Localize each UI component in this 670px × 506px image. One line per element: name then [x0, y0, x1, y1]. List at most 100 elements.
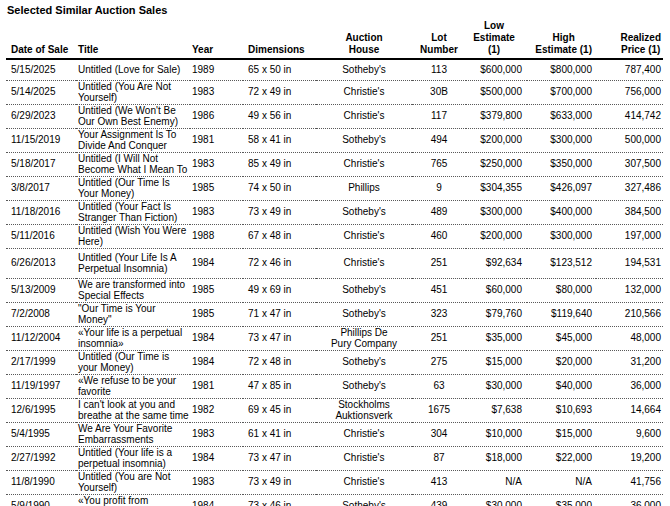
table-row: 5/9/1990 «You profit from catastrophe» 1… — [6, 495, 663, 506]
cell-high-estimate: $700,000 — [527, 81, 596, 105]
cell-year: 1985 — [190, 177, 243, 201]
cell-year: 1984 — [190, 249, 243, 279]
column-header-low-estimate: Low Estimate (1) — [466, 20, 527, 59]
cell-title: We are transformed into Special Effects — [76, 279, 190, 303]
cell-dimensions: 72 x 49 in — [243, 81, 316, 105]
column-header-realized-price: Realized Price (1) — [596, 20, 663, 59]
cell-dimensions: 47 x 85 in — [243, 375, 316, 399]
cell-year: 1989 — [190, 59, 243, 81]
cell-year: 1986 — [190, 105, 243, 129]
cell-realized-price: 14,664 — [596, 399, 663, 423]
cell-auction-house: Sotheby's — [316, 303, 412, 327]
cell-year: 1983 — [190, 471, 243, 495]
cell-realized-price: 384,500 — [596, 201, 663, 225]
cell-high-estimate: $300,000 — [527, 225, 596, 249]
cell-high-estimate: $40,000 — [527, 375, 596, 399]
cell-auction-house: Sotheby's — [316, 495, 412, 506]
cell-auction-house: Christie's — [316, 423, 412, 447]
column-header-date-of-sale: Date of Sale — [6, 20, 76, 59]
cell-realized-price: 210,566 — [596, 303, 663, 327]
cell-date-of-sale: 2/17/1999 — [6, 351, 76, 375]
column-header-label: Low Estimate (1) — [466, 20, 522, 56]
cell-year: 1983 — [190, 81, 243, 105]
cell-low-estimate: N/A — [466, 471, 527, 495]
column-header-label: Realized Price (1) — [620, 32, 661, 56]
cell-year: 1982 — [190, 399, 243, 423]
cell-low-estimate: $15,000 — [466, 351, 527, 375]
table-row: 5/11/2016 Untitled (Wish You Were Here) … — [6, 225, 663, 249]
cell-year: 1983 — [190, 423, 243, 447]
cell-lot-number: 9 — [412, 177, 466, 201]
cell-auction-house: Sotheby's — [316, 129, 412, 153]
cell-realized-price: 327,486 — [596, 177, 663, 201]
column-header-year: Year — [190, 20, 243, 59]
table-row: 6/26/2013 Untitled (Your Life Is A Perpe… — [6, 249, 663, 279]
cell-lot-number: 251 — [412, 249, 466, 279]
cell-date-of-sale: 11/8/1990 — [6, 471, 76, 495]
cell-realized-price: 41,756 — [596, 471, 663, 495]
cell-dimensions: 72 x 48 in — [243, 351, 316, 375]
cell-year: 1984 — [190, 327, 243, 351]
cell-low-estimate: $250,000 — [466, 153, 527, 177]
cell-realized-price: 787,400 — [596, 59, 663, 81]
cell-high-estimate: $426,097 — [527, 177, 596, 201]
cell-auction-house: Phillips — [316, 177, 412, 201]
cell-realized-price: 756,000 — [596, 81, 663, 105]
cell-auction-house: Christie's — [316, 81, 412, 105]
cell-lot-number: 413 — [412, 471, 466, 495]
cell-realized-price: 307,500 — [596, 153, 663, 177]
cell-dimensions: 73 x 47 in — [243, 327, 316, 351]
column-header-lot-number: Lot Number — [412, 20, 466, 59]
cell-date-of-sale: 5/18/2017 — [6, 153, 76, 177]
cell-low-estimate: $200,000 — [466, 225, 527, 249]
cell-title: I can't look at you and breathe at the s… — [76, 399, 190, 423]
cell-title: Your Assignment Is To Divide And Conquer — [76, 129, 190, 153]
cell-auction-house: Christie's — [316, 105, 412, 129]
cell-low-estimate: $304,355 — [466, 177, 527, 201]
table-row: 5/4/1995 We Are Your Favorite Embarrassm… — [6, 423, 663, 447]
column-header-title: Title — [76, 20, 190, 59]
cell-auction-house: Phillips De Pury Company — [316, 327, 412, 351]
cell-lot-number: 451 — [412, 279, 466, 303]
cell-date-of-sale: 5/15/2025 — [6, 59, 76, 81]
table-row: 2/27/1992 Untitled (Your life is a perpe… — [6, 447, 663, 471]
cell-low-estimate: $18,000 — [466, 447, 527, 471]
cell-auction-house: Sotheby's — [316, 351, 412, 375]
cell-auction-house: Sotheby's — [316, 201, 412, 225]
cell-realized-price: 197,000 — [596, 225, 663, 249]
cell-realized-price: 9,600 — [596, 423, 663, 447]
cell-dimensions: 49 x 56 in — [243, 105, 316, 129]
column-header-dimensions: Dimensions — [243, 20, 316, 59]
table-row: 11/12/2004 «Your life is a perpetual ins… — [6, 327, 663, 351]
cell-lot-number: 765 — [412, 153, 466, 177]
cell-date-of-sale: 11/18/2016 — [6, 201, 76, 225]
cell-auction-house: Stockholms Auktionsverk — [316, 399, 412, 423]
cell-lot-number: 87 — [412, 447, 466, 471]
column-header-label: Lot Number — [420, 32, 458, 56]
cell-title: Untitled (I Will Not Become What I Mean … — [76, 153, 190, 177]
cell-auction-house: Christie's — [316, 249, 412, 279]
cell-date-of-sale: 11/12/2004 — [6, 327, 76, 351]
cell-high-estimate: $45,000 — [527, 327, 596, 351]
table-row: 5/13/2009 We are transformed into Specia… — [6, 279, 663, 303]
column-header-label: Dimensions — [248, 44, 305, 56]
cell-dimensions: 73 x 49 in — [243, 471, 316, 495]
cell-dimensions: 73 x 47 in — [243, 447, 316, 471]
cell-year: 1981 — [190, 129, 243, 153]
cell-auction-house: Sotheby's — [316, 375, 412, 399]
cell-realized-price: 19,200 — [596, 447, 663, 471]
cell-high-estimate: $123,512 — [527, 249, 596, 279]
cell-title: Untitled (Wish You Were Here) — [76, 225, 190, 249]
cell-lot-number: 460 — [412, 225, 466, 249]
cell-dimensions: 74 x 50 in — [243, 177, 316, 201]
table-row: 11/8/1990 Untitled (You are Not Yourself… — [6, 471, 663, 495]
cell-dimensions: 67 x 48 in — [243, 225, 316, 249]
cell-date-of-sale: 6/29/2023 — [6, 105, 76, 129]
cell-high-estimate: $300,000 — [527, 129, 596, 153]
cell-title: Untitled (Our Time is your Money) — [76, 351, 190, 375]
cell-title: Untitled (Love for Sale) — [76, 59, 190, 81]
column-header-auction-house: Auction House — [316, 20, 412, 59]
cell-high-estimate: $400,000 — [527, 201, 596, 225]
cell-year: 1984 — [190, 351, 243, 375]
cell-dimensions: 49 x 69 in — [243, 279, 316, 303]
